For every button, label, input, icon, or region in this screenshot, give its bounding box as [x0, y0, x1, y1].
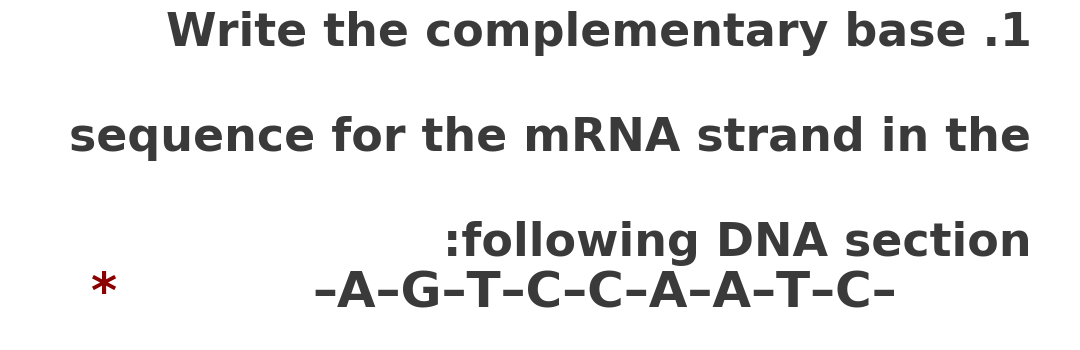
Text: –A–G–T–C–C–A–A–T–C–: –A–G–T–C–C–A–A–T–C–	[312, 270, 897, 318]
Text: Write the complementary base .1: Write the complementary base .1	[165, 10, 1031, 56]
Text: *: *	[90, 270, 116, 318]
Text: sequence for the mRNA strand in the: sequence for the mRNA strand in the	[69, 116, 1031, 161]
Text: :following DNA section: :following DNA section	[443, 220, 1031, 266]
